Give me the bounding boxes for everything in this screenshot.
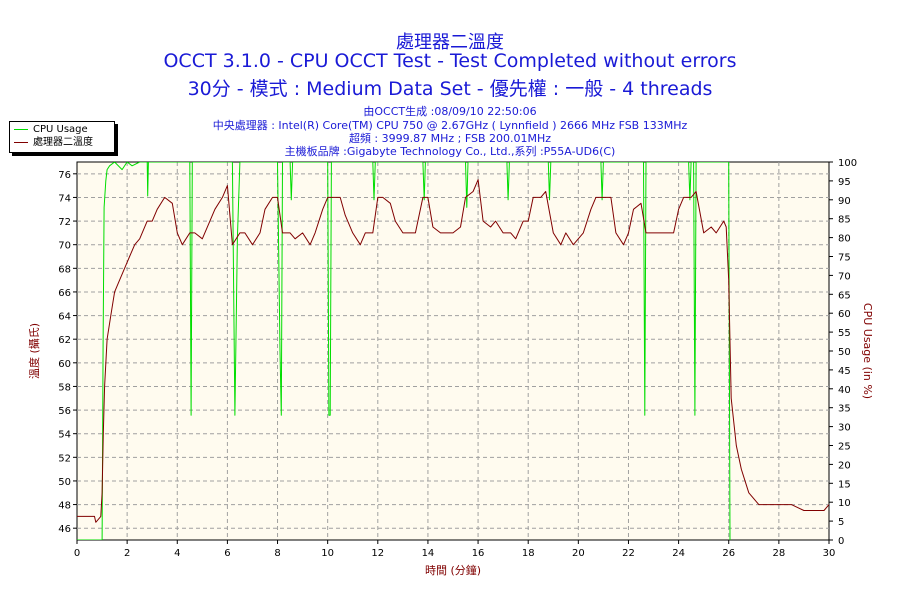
legend-swatch-cpu-usage (14, 128, 28, 130)
x-tick-label: 26 (722, 548, 735, 559)
y-right-tick-label: 55 (838, 328, 851, 339)
y-left-tick-label: 62 (58, 335, 71, 346)
y-right-tick-label: 10 (838, 498, 851, 509)
legend-label-temperature: 處理器二溫度 (33, 137, 93, 148)
y-left-tick-label: 52 (58, 453, 71, 464)
legend-label-cpu-usage: CPU Usage (33, 124, 88, 135)
x-tick-label: 24 (672, 548, 685, 559)
plot-area (76, 161, 830, 541)
legend-swatch-temperature (14, 141, 28, 143)
grid (77, 162, 829, 540)
y-left-tick-label: 72 (58, 217, 71, 228)
y-axis-left-label: 溫度 (攝氏) (27, 323, 41, 379)
y-left-tick-label: 46 (58, 524, 71, 535)
y-left-tick-label: 48 (58, 501, 71, 512)
chart-title-cn: 處理器二溫度 (396, 32, 504, 53)
y-right-tick-label: 75 (838, 253, 851, 264)
y-right-tick-label: 85 (838, 215, 851, 226)
temperature-series-line (77, 179, 829, 523)
x-tick-label: 10 (321, 548, 334, 559)
x-tick-label: 20 (572, 548, 585, 559)
x-tick-label: 30 (823, 548, 836, 559)
x-tick-label: 8 (274, 548, 280, 559)
x-tick-label: 16 (472, 548, 485, 559)
x-tick-label: 4 (174, 548, 180, 559)
series-lines (77, 162, 829, 540)
y-left-tick-label: 50 (58, 477, 71, 488)
y-right-tick-label: 15 (838, 479, 851, 490)
y-right-tick-label: 5 (838, 517, 844, 528)
legend-item-temperature: 處理器二溫度 (14, 137, 93, 149)
legend: CPU Usage 處理器二溫度 (9, 121, 115, 153)
x-tick-label: 12 (371, 548, 384, 559)
y-right-tick-label: 60 (838, 309, 851, 320)
y-axis-right-label: CPU Usage (in %) (861, 303, 874, 399)
generated-info: 由OCCT生成 :08/09/10 22:50:06 (363, 105, 537, 118)
x-tick-label: 18 (522, 548, 535, 559)
y-right-tick-label: 95 (838, 177, 851, 188)
chart-subtitle: 30分 - 模式 : Medium Data Set - 優先權 : 一般 - … (187, 78, 713, 100)
overclock-info: 超頻 : 3999.87 MHz ; FSB 200.01MHz (348, 132, 552, 145)
y-right-tick-label: 80 (838, 234, 851, 245)
y-left-tick-label: 76 (58, 170, 71, 181)
x-tick-label: 0 (74, 548, 80, 559)
motherboard-info: 主機板品牌 :Gigabyte Technology Co., Ltd.,系列 … (284, 145, 616, 158)
y-left-tick-label: 60 (58, 359, 71, 370)
y-right-tick-label: 40 (838, 385, 851, 396)
cpu-info: 中央處理器 : Intel(R) Core(TM) CPU 750 @ 2.67… (212, 119, 688, 132)
chart-title: OCCT 3.1.0 - CPU OCCT Test - Test Comple… (163, 50, 737, 72)
y-left-tick-label: 74 (58, 193, 71, 204)
y-right-tick-label: 35 (838, 404, 851, 415)
y-right-tick-label: 0 (838, 536, 844, 547)
y-left-tick-label: 58 (58, 382, 71, 393)
y-left-tick-label: 56 (58, 406, 71, 417)
y-right-tick-label: 45 (838, 366, 851, 377)
x-tick-label: 22 (622, 548, 635, 559)
y-right-tick-label: 50 (838, 347, 851, 358)
y-left-tick-label: 68 (58, 264, 71, 275)
x-tick-label: 6 (224, 548, 230, 559)
x-tick-label: 28 (772, 548, 785, 559)
y-right-tick-label: 100 (838, 158, 857, 169)
y-right-tick-label: 25 (838, 442, 851, 453)
x-tick-label: 14 (422, 548, 435, 559)
axis-ticks: 0 2 4 6 8 10 12 14 16 18 20 22 24 26 28 304648505254565… (58, 158, 857, 559)
legend-item-cpu-usage: CPU Usage (14, 124, 88, 136)
x-axis-label: 時間 (分鐘) (425, 563, 481, 577)
y-left-tick-label: 54 (58, 430, 71, 441)
x-tick-label: 2 (124, 548, 130, 559)
y-right-tick-label: 30 (838, 423, 851, 434)
y-left-tick-label: 70 (58, 241, 71, 252)
y-right-tick-label: 70 (838, 271, 851, 282)
y-right-tick-label: 20 (838, 460, 851, 471)
y-left-tick-label: 64 (58, 312, 71, 323)
y-right-tick-label: 65 (838, 290, 851, 301)
y-right-tick-label: 90 (838, 196, 851, 207)
y-left-tick-label: 66 (58, 288, 71, 299)
